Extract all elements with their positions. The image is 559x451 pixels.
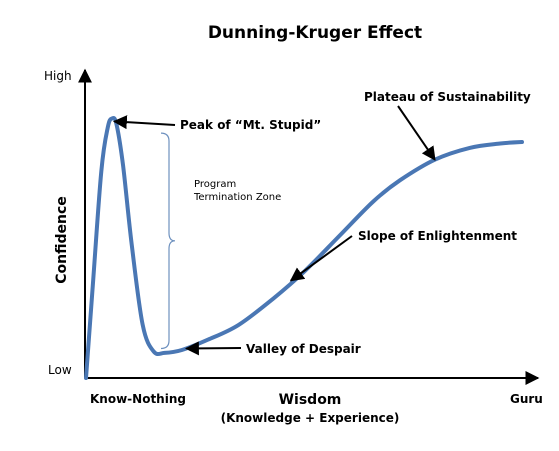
termination-zone-bracket — [160, 132, 176, 350]
annotation-valley-arrow — [184, 341, 242, 356]
annotation-slope-arrow — [289, 235, 353, 282]
y-axis-label: Confidence — [54, 196, 70, 284]
annotation-peak-label: Peak of “Mt. Stupid” — [180, 118, 321, 132]
termination-zone-label-2: Termination Zone — [193, 192, 281, 203]
y-tick-low: Low — [48, 363, 72, 377]
termination-zone-label-1: Program — [194, 179, 236, 190]
x-axis-label: Wisdom — [279, 392, 342, 408]
x-tick-end: Guru — [510, 392, 543, 406]
chart-title: Dunning-Kruger Effect — [208, 23, 422, 43]
x-axis-sublabel: (Knowledge + Experience) — [221, 411, 400, 425]
annotation-valley-label: Valley of Despair — [246, 342, 361, 356]
y-tick-high: High — [44, 69, 72, 83]
series-line — [84, 115, 524, 380]
annotation-slope-label: Slope of Enlightenment — [358, 229, 517, 243]
annotation-plateau-arrow — [397, 105, 436, 161]
x-tick-start: Know-Nothing — [90, 392, 186, 406]
annotation-peak-arrow — [112, 115, 176, 130]
annotation-plateau-label: Plateau of Sustainability — [364, 90, 531, 104]
